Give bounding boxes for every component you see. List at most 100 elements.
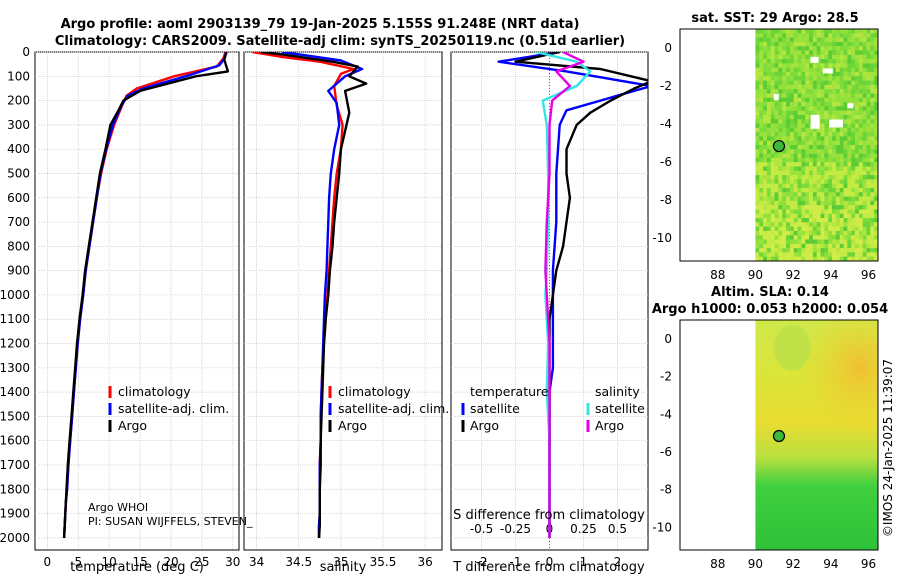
sst-cell [766,67,772,73]
sst-cell [789,145,795,150]
sst-cell [828,230,833,236]
sst-cell [755,41,760,47]
sst-cell [843,162,848,167]
sst-cell [797,110,802,116]
sst-cell [862,170,867,176]
sst-cell [770,59,775,64]
sst-cell [789,149,795,154]
sst-cell [786,183,791,189]
sst-cell [797,46,802,51]
sst-cell [801,200,806,206]
sst-cell [851,89,856,94]
sst-cell [820,114,825,120]
sst-cell [801,256,806,262]
sst-cell [828,162,833,167]
sst-cell [847,222,852,227]
sst-cell [847,71,852,77]
sst-cell [816,33,821,38]
sst-cell [812,84,818,90]
sst-cell [847,248,852,253]
sst-cell [812,175,818,180]
sst-cell [824,93,829,99]
sst-cell [820,106,825,111]
sst-cell [759,37,764,43]
sst-cell [839,80,844,86]
sst-cell [862,41,867,47]
sst-cell [797,93,802,99]
sst-cell [843,149,848,154]
sst-cell [789,166,795,172]
sst-cell [839,205,844,210]
sst-cell [770,136,775,142]
sst-cell [855,213,860,219]
sst-cell [770,183,775,189]
sst-cell [755,248,760,253]
sst-cell [828,166,833,172]
sst-cell [874,209,879,215]
sst-cell [874,71,879,77]
sst-cell [851,230,856,236]
sst-cell [874,235,879,240]
sst-cell [820,102,825,107]
sst-cell [839,97,844,103]
sst-cell [774,243,779,249]
sst-cell [770,29,775,34]
sst-cell [847,41,852,47]
sla-map: 88 90 92 94 960-2-4-6-8-10 [652,320,878,571]
map-y-tick-label: -4 [660,407,672,421]
legend-label-t-argo: Argo [470,418,499,433]
sst-cell [786,192,791,197]
sst-cell [855,252,860,258]
sst-cell [832,183,837,189]
sst-cell [793,63,798,68]
sst-cell [786,205,791,210]
sst-cell [862,84,867,90]
sst-cell [843,243,848,249]
sst-cell [797,243,802,249]
sst-cell [809,102,814,107]
sst-cell [839,209,844,215]
sst-cell [874,256,879,262]
sst-cell [782,222,787,227]
sst-cell [770,205,775,210]
sst-cell [778,123,783,129]
sst-map-title: sat. SST: 29 Argo: 28.5 [691,11,858,26]
sst-cell [801,239,806,245]
sst-cell [858,239,863,245]
sst-cell [851,252,856,258]
sst-cell [763,41,768,47]
sst-cell [832,256,837,262]
sst-cell [832,230,837,236]
sst-cell [766,84,772,90]
sst-cell [832,37,837,43]
sst-cell [759,153,764,159]
sst-cell [755,50,760,56]
sst-cell [809,179,814,184]
sst-cell [835,209,840,215]
sst-cell [782,80,787,86]
sst-cell [766,127,772,133]
sst-cell [824,110,829,116]
sst-cell [835,37,840,43]
map-x-tick-label: 90 [748,557,763,571]
sst-cell [789,127,795,133]
sst-cell [843,59,848,64]
sst-cell [812,136,818,142]
sst-cell [874,80,879,86]
sst-cell [770,54,775,60]
sst-cell [770,37,775,43]
sst-cell [770,140,775,146]
sst-cell [805,59,810,64]
sst-cell [858,183,863,189]
sst-cell [797,136,802,142]
sst-cell [801,192,806,197]
sst-cell [839,114,844,120]
sst-cell [809,248,814,253]
sst-cell [851,170,856,176]
sst-cell [851,196,856,202]
sst-cell [820,179,825,184]
sst-cell [805,187,810,193]
sst-cell [778,71,783,77]
sst-cell [824,218,829,223]
sst-cell [786,93,791,99]
